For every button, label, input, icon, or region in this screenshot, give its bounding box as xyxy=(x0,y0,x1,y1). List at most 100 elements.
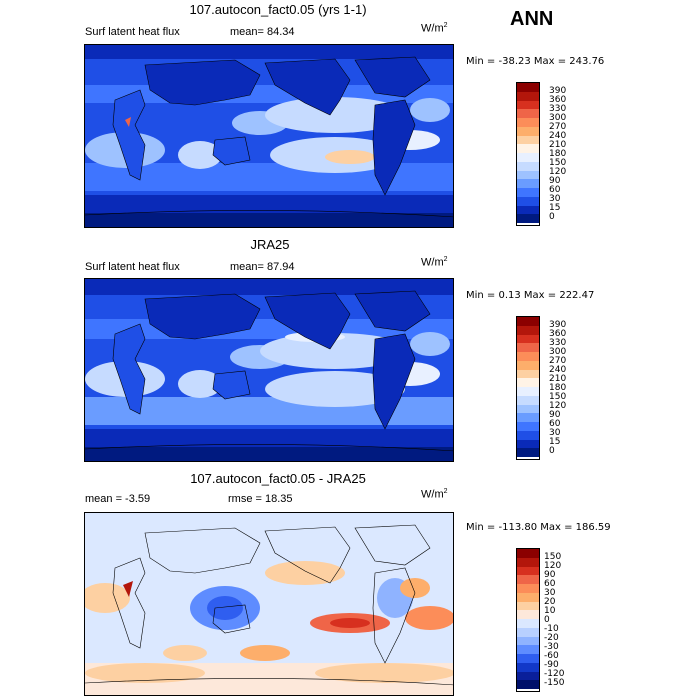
colorbar-tick-label: 90 xyxy=(549,410,561,420)
panel-3-colorbar-swatches xyxy=(516,548,540,692)
panel-1-minmax: Min = -38.23 Max = 243.76 xyxy=(466,56,605,67)
colorbar-tick-label: 15 xyxy=(549,203,561,213)
colorbar-swatch xyxy=(517,161,539,171)
colorbar-tick-label: 150 xyxy=(549,158,567,168)
colorbar-swatch xyxy=(517,118,539,127)
colorbar-swatch xyxy=(517,592,539,602)
panel-1-units: W/m2 xyxy=(421,22,448,35)
colorbar-tick-label: 360 xyxy=(549,95,567,105)
colorbar-tick-label: 60 xyxy=(544,579,556,589)
colorbar-swatch xyxy=(517,671,539,681)
colorbar-tick-label: 60 xyxy=(549,419,561,429)
colorbar-swatch xyxy=(517,680,539,689)
colorbar-swatch xyxy=(517,448,539,457)
colorbar-swatch xyxy=(517,196,539,206)
panel-3-minmax: Min = -113.80 Max = 186.59 xyxy=(466,522,611,533)
colorbar-tick-label: -20 xyxy=(544,633,559,643)
colorbar-swatch xyxy=(517,627,539,637)
panel-1-map xyxy=(84,44,454,228)
colorbar-swatch xyxy=(517,126,539,136)
colorbar-tick-label: 30 xyxy=(544,588,556,598)
colorbar-tick-label: -120 xyxy=(544,669,565,679)
colorbar-tick-label: 90 xyxy=(549,176,561,186)
panel-2-map xyxy=(84,278,454,462)
panel-1-colorbar-labels: 390 360 330 300 270 240 210 180 150 120 90 60 30 15 0 xyxy=(549,82,589,226)
colorbar-tick-label: 150 xyxy=(544,552,562,562)
colorbar-tick-label: 20 xyxy=(544,597,556,607)
colorbar-swatch xyxy=(517,549,539,558)
panel-1-title: 107.autocon_fact0.05 (yrs 1-1) xyxy=(189,2,367,17)
colorbar-swatch xyxy=(517,662,539,672)
colorbar-tick-label: -150 xyxy=(544,678,565,688)
colorbar-tick-label: 180 xyxy=(549,383,567,393)
panel-3-rmse: rmse = 18.35 xyxy=(228,493,293,505)
colorbar-swatch xyxy=(517,214,539,223)
colorbar-swatch xyxy=(517,395,539,405)
colorbar-swatch xyxy=(517,557,539,567)
colorbar-swatch xyxy=(517,153,539,162)
colorbar-swatch xyxy=(517,334,539,344)
panel-2-variable: Surf latent heat flux xyxy=(85,261,180,273)
colorbar-tick-label: -90 xyxy=(544,660,559,670)
season-label: ANN xyxy=(510,8,554,30)
colorbar-tick-label: 390 xyxy=(549,86,567,96)
panel-2-title: JRA25 xyxy=(250,237,290,252)
panel-2-mean: mean= 87.94 xyxy=(230,261,295,273)
colorbar-tick-label: 240 xyxy=(549,365,567,375)
colorbar-swatch xyxy=(517,610,539,619)
colorbar-swatch xyxy=(517,179,539,188)
colorbar-tick-label: 390 xyxy=(549,320,567,330)
colorbar-swatch xyxy=(517,100,539,110)
colorbar-swatch xyxy=(517,439,539,449)
panel-3-map xyxy=(84,512,454,696)
colorbar-tick-label: 30 xyxy=(549,428,561,438)
colorbar-tick-label: 10 xyxy=(544,606,556,616)
colorbar-tick-label: 300 xyxy=(549,347,567,357)
colorbar-tick-label: 0 xyxy=(544,615,550,625)
colorbar-swatch xyxy=(517,601,539,611)
colorbar-swatch xyxy=(517,91,539,101)
colorbar-tick-label: 0 xyxy=(549,446,555,456)
colorbar-swatch xyxy=(517,369,539,379)
colorbar-swatch xyxy=(517,109,539,118)
colorbar-tick-label: 360 xyxy=(549,329,567,339)
panel-2-units: W/m2 xyxy=(421,256,448,269)
colorbar-swatch xyxy=(517,170,539,180)
colorbar-swatch xyxy=(517,566,539,576)
panel-2-colorbar-labels: 390 360 330 300 270 240 210 180 150 120 90 60 30 15 0 xyxy=(549,316,589,460)
colorbar-tick-label: 330 xyxy=(549,338,567,348)
panel-1-mean: mean= 84.34 xyxy=(230,26,295,38)
colorbar-tick-label: 60 xyxy=(549,185,561,195)
panel-3-units: W/m2 xyxy=(421,488,448,501)
colorbar-tick-label: 15 xyxy=(549,437,561,447)
colorbar-swatch xyxy=(517,188,539,197)
colorbar-tick-label: 30 xyxy=(549,194,561,204)
panel-3-map-image xyxy=(85,513,453,695)
panel-3-colorbar-labels: 150 120 90 60 30 20 10 0 -10 -20 -30 -60 -90 -120 -150 xyxy=(544,548,590,692)
colorbar-swatch xyxy=(517,575,539,584)
colorbar-tick-label: 270 xyxy=(549,122,567,132)
colorbar-swatch xyxy=(517,135,539,145)
colorbar-swatch xyxy=(517,404,539,414)
colorbar-swatch xyxy=(517,352,539,361)
colorbar-swatch xyxy=(517,83,539,92)
panel-3-title: 107.autocon_fact0.05 - JRA25 xyxy=(190,471,366,486)
colorbar-swatch xyxy=(517,144,539,153)
colorbar-tick-label: 240 xyxy=(549,131,567,141)
colorbar-swatch xyxy=(517,317,539,326)
colorbar-tick-label: 150 xyxy=(549,392,567,402)
colorbar-swatch xyxy=(517,430,539,440)
colorbar-swatch xyxy=(517,636,539,646)
panel-2-map-image xyxy=(85,279,453,461)
colorbar-swatch xyxy=(517,619,539,628)
panel-1-colorbar-swatches xyxy=(516,82,540,226)
colorbar-swatch xyxy=(517,343,539,352)
colorbar-tick-label: 210 xyxy=(549,140,567,150)
colorbar-tick-label: -60 xyxy=(544,651,559,661)
colorbar-tick-label: 120 xyxy=(549,401,567,411)
colorbar-swatch xyxy=(517,325,539,335)
colorbar-tick-label: -10 xyxy=(544,624,559,634)
colorbar-swatch xyxy=(517,413,539,422)
panel-3-mean: mean = -3.59 xyxy=(85,493,151,505)
colorbar-swatch xyxy=(517,378,539,387)
